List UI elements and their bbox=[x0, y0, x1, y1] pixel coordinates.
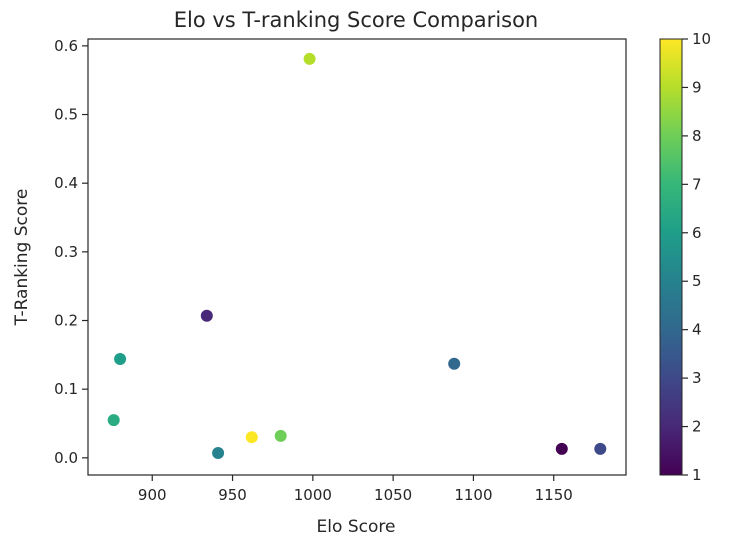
y-tick-label: 0.5 bbox=[54, 106, 78, 124]
colorbar-axis: 1 2 3 4 5 6 7 8 9 10 bbox=[682, 30, 711, 484]
colorbar-tick-label: 1 bbox=[692, 466, 702, 484]
x-tick-label: 1100 bbox=[454, 486, 492, 504]
y-axis-label: T-Ranking Score bbox=[12, 189, 32, 327]
plot-frame bbox=[87, 38, 627, 476]
scatter-point bbox=[593, 441, 608, 456]
scatter-point bbox=[211, 446, 226, 460]
scatter-point bbox=[447, 356, 462, 371]
colorbar-tick-label: 2 bbox=[692, 418, 702, 436]
colorbar-tick-label: 4 bbox=[692, 321, 702, 339]
scatter-point bbox=[106, 413, 121, 428]
y-tick-label: 0.4 bbox=[54, 174, 78, 192]
colorbar-tick-label: 9 bbox=[692, 78, 702, 96]
colorbar bbox=[659, 38, 683, 476]
x-tick-label: 1150 bbox=[535, 486, 573, 504]
x-tick-label: 900 bbox=[138, 486, 167, 504]
y-tick-label: 0.3 bbox=[54, 243, 78, 261]
x-tick-label: 1050 bbox=[374, 486, 412, 504]
y-tick-label: 0.6 bbox=[54, 37, 78, 55]
y-tick-label: 0.2 bbox=[54, 312, 78, 330]
scatter-point bbox=[113, 352, 128, 366]
colorbar-tick-label: 6 bbox=[692, 224, 702, 242]
x-tick-label: 1000 bbox=[294, 486, 332, 504]
y-tick-label: 0.1 bbox=[54, 380, 78, 398]
scatter-point bbox=[273, 428, 288, 443]
colorbar-tick-label: 10 bbox=[692, 30, 711, 48]
scatter-point bbox=[554, 441, 569, 456]
x-tick-label: 950 bbox=[218, 486, 247, 504]
scatter-point bbox=[199, 308, 214, 323]
x-axis: 900 950 1000 1050 1100 1150 bbox=[138, 475, 573, 504]
colorbar-tick-label: 5 bbox=[692, 272, 702, 290]
y-axis: 0.0 0.1 0.2 0.3 0.4 0.5 0.6 bbox=[54, 37, 88, 467]
colorbar-tick-label: 3 bbox=[692, 369, 702, 387]
x-axis-label: Elo Score bbox=[317, 517, 396, 537]
chart-title: Elo vs T-ranking Score Comparison bbox=[174, 8, 539, 32]
colorbar-tick-label: 8 bbox=[692, 127, 702, 145]
y-tick-label: 0.0 bbox=[54, 449, 78, 467]
colorbar-tick-label: 7 bbox=[692, 175, 702, 193]
scatter-point bbox=[302, 51, 317, 66]
points-layer bbox=[106, 51, 608, 460]
scatter-point bbox=[244, 430, 259, 445]
